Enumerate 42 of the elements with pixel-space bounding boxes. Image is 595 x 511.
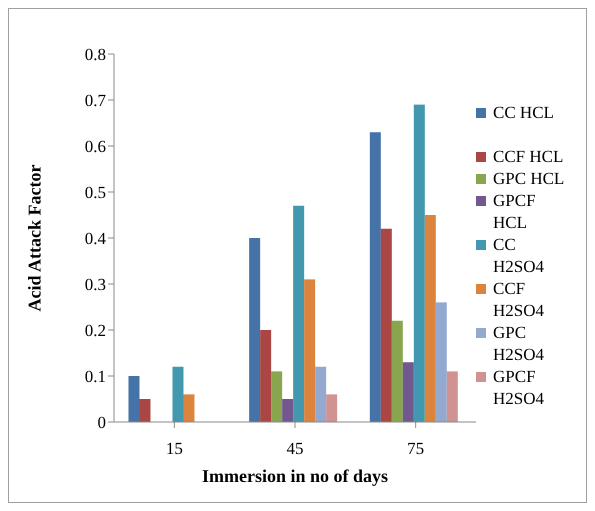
legend-label: CCF HCL [493, 146, 564, 168]
bar [315, 366, 326, 422]
bar [271, 371, 282, 422]
bar [392, 320, 403, 422]
x-tick-label: 75 [407, 439, 424, 458]
y-tick-label: 0.6 [84, 137, 106, 156]
y-tick-label: 0.3 [84, 275, 106, 294]
bar [370, 132, 381, 422]
bar [326, 394, 338, 422]
bar [293, 206, 304, 422]
x-tick-label: 15 [166, 439, 183, 458]
legend-label: GPC H2SO4 [493, 322, 546, 366]
legend-label: CCF H2SO4 [493, 278, 546, 322]
bar [414, 104, 425, 422]
x-axis-title: Immersion in no of days [202, 466, 388, 486]
y-tick-label: 0.5 [84, 183, 106, 202]
y-tick-label: 0 [98, 413, 106, 432]
y-tick-label: 0.8 [84, 45, 106, 64]
bar [183, 394, 194, 422]
bar [436, 302, 447, 422]
bar [380, 228, 392, 422]
y-tick-label: 0.7 [84, 91, 106, 110]
bar [424, 215, 436, 422]
bar [282, 399, 294, 422]
legend-label: GPC HCL [493, 168, 566, 190]
legend-label: GPCF HCL [493, 190, 537, 234]
x-tick-label: 45 [286, 439, 304, 458]
bar [128, 376, 140, 422]
y-tick-label: 0.2 [84, 321, 106, 340]
bar [172, 366, 184, 422]
legend-label: GPCF H2SO4 [493, 366, 546, 410]
bar [260, 330, 272, 422]
y-tick-label: 0.1 [84, 367, 106, 386]
bar [304, 279, 316, 422]
y-axis-title: Acid Attack Factor [24, 164, 44, 312]
bar [446, 371, 458, 422]
bar [402, 362, 414, 422]
y-tick-label: 0.4 [84, 229, 106, 248]
bar [249, 238, 260, 422]
legend-label: CC HCL [493, 102, 555, 124]
legend-label: CC H2SO4 [493, 234, 546, 278]
bar [139, 399, 150, 422]
